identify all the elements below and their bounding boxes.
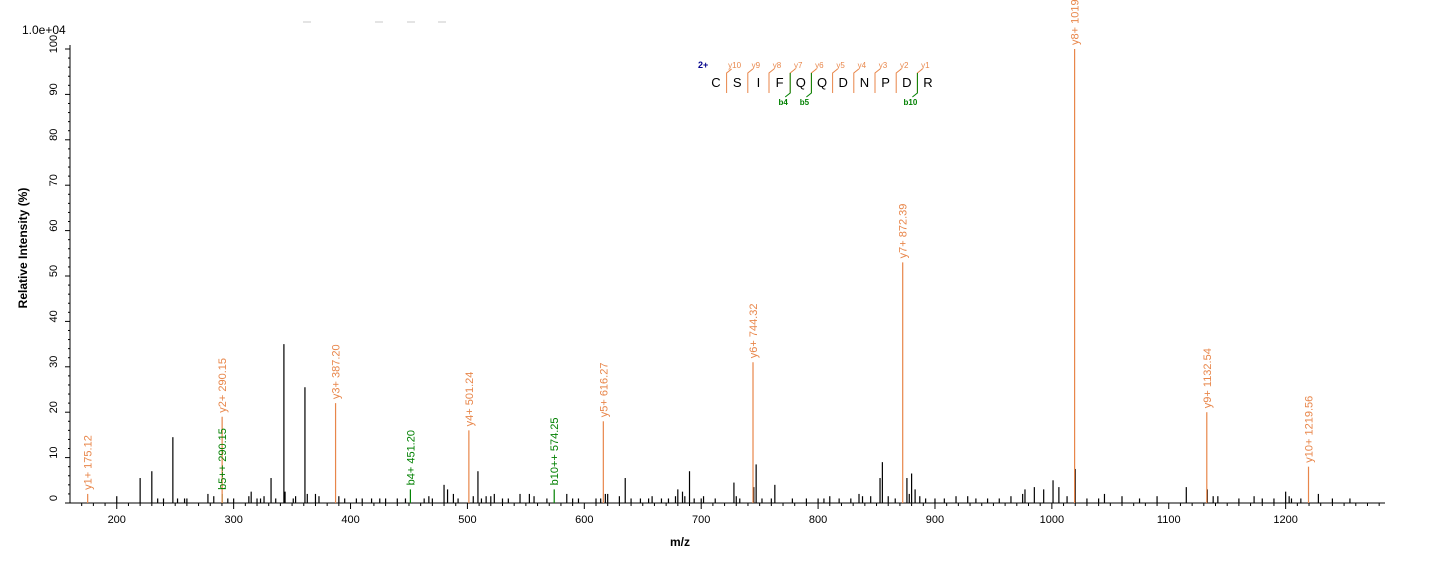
y-tick-label: 30 — [48, 356, 60, 368]
y-tick-label: 20 — [48, 401, 60, 413]
y-ion-bracket — [747, 68, 754, 93]
peak-label: y9+ 1132.54 — [1202, 348, 1214, 408]
sequence-residue: P — [881, 75, 890, 90]
x-tick-label: 400 — [341, 514, 359, 526]
y-ion-bracket — [874, 68, 881, 93]
y-tick-label: 60 — [48, 219, 60, 231]
peak-label: y5+ 616.27 — [598, 363, 610, 418]
y-tick-label: 0 — [48, 495, 60, 501]
y-tick-label: 70 — [48, 174, 60, 186]
b-ion-label: b4 — [779, 98, 789, 107]
sequence-residue: D — [839, 75, 848, 90]
x-tick-label: 500 — [458, 514, 476, 526]
b-ion-bracket — [784, 73, 791, 98]
peak-label: b5++ 290.15 — [217, 428, 229, 490]
y-ion-bracket — [789, 68, 796, 93]
y-ion-label: y1 — [921, 61, 930, 70]
axes: 0 10 20 30 40 50 60 70 80 90 100 200 300 400 500 600 700… — [48, 35, 1385, 526]
x-tick-label: 600 — [575, 514, 593, 526]
y-ion-label: y4 — [858, 61, 867, 70]
y-ion-bracket — [832, 68, 838, 93]
sequence-residue: I — [757, 75, 761, 90]
b-ion-bracket — [912, 73, 918, 98]
y-ion-label: y10 — [728, 61, 741, 70]
sequence-residue: Q — [817, 75, 827, 90]
y-ion-bracket — [810, 68, 817, 93]
sequence-residue: S — [733, 75, 742, 90]
y-axis-title: Relative Intensity (%) — [16, 188, 30, 309]
peak-label: y4+ 501.24 — [464, 372, 476, 427]
x-tick-label: 900 — [926, 514, 944, 526]
peak-label: y7+ 872.39 — [898, 204, 910, 259]
y-ion-label: y5 — [836, 61, 845, 70]
sequence-residue: D — [902, 75, 911, 90]
x-tick-label: 200 — [108, 514, 126, 526]
y-ion-bracket — [768, 68, 775, 93]
b-ion-bracket — [806, 73, 812, 98]
peak-label: y3+ 387.20 — [331, 344, 343, 399]
x-axis-title: m/z — [670, 535, 690, 549]
y-ion-bracket — [916, 68, 923, 93]
peak-label: y2+ 290.15 — [217, 358, 229, 413]
y-tick-label: 90 — [48, 83, 60, 95]
intensity-scale-label: 1.0e+04 — [22, 23, 66, 37]
peak-label: y10+ 1219.56 — [1304, 396, 1316, 463]
y-ion-label: y6 — [815, 61, 824, 70]
y-ion-bracket — [853, 68, 860, 93]
y-tick-label: 100 — [48, 35, 60, 53]
x-tick-label: 1200 — [1273, 514, 1297, 526]
peak-label: y6+ 744.32 — [748, 304, 760, 359]
x-tick-label: 700 — [692, 514, 710, 526]
charge-state: 2+ — [698, 60, 708, 70]
y-ion-label: y3 — [879, 61, 888, 70]
y-ion-label: y7 — [794, 61, 803, 70]
y-tick-label: 10 — [48, 446, 60, 458]
b-ion-label: b10 — [904, 98, 918, 107]
x-tick-label: 1000 — [1040, 514, 1064, 526]
y-ion-label: y9 — [752, 61, 761, 70]
y-ion-label: y8 — [773, 61, 782, 70]
x-tick-label: 1100 — [1157, 514, 1181, 526]
y-ion-bracket — [895, 68, 902, 93]
x-tick-label: 800 — [809, 514, 827, 526]
x-tick-label: 300 — [224, 514, 242, 526]
peak-label: y1+ 175.12 — [83, 435, 95, 490]
peak-label: y8+ 1019.45 — [1070, 0, 1082, 45]
y-ion-label: y2 — [900, 61, 909, 70]
b-ion-label: b5 — [800, 98, 810, 107]
peak-label: b4+ 451.20 — [405, 430, 417, 485]
y-tick-label: 40 — [48, 310, 60, 322]
y-ion-bracket — [726, 68, 732, 93]
sequence-residue: C — [711, 75, 720, 90]
sequence-residue: N — [860, 75, 869, 90]
peaks — [87, 49, 1351, 503]
sequence-residue: F — [776, 75, 784, 90]
peak-label: b10++ 574.25 — [549, 417, 561, 485]
sequence-residue: R — [923, 75, 932, 90]
y-tick-label: 50 — [48, 265, 60, 277]
y-tick-label: 80 — [48, 129, 60, 141]
peak-labels: y1+ 175.12 b5++ 290.15 y2+ 290.15 y3+ 387.2… — [83, 0, 1316, 490]
sequence-residue: Q — [796, 75, 806, 90]
